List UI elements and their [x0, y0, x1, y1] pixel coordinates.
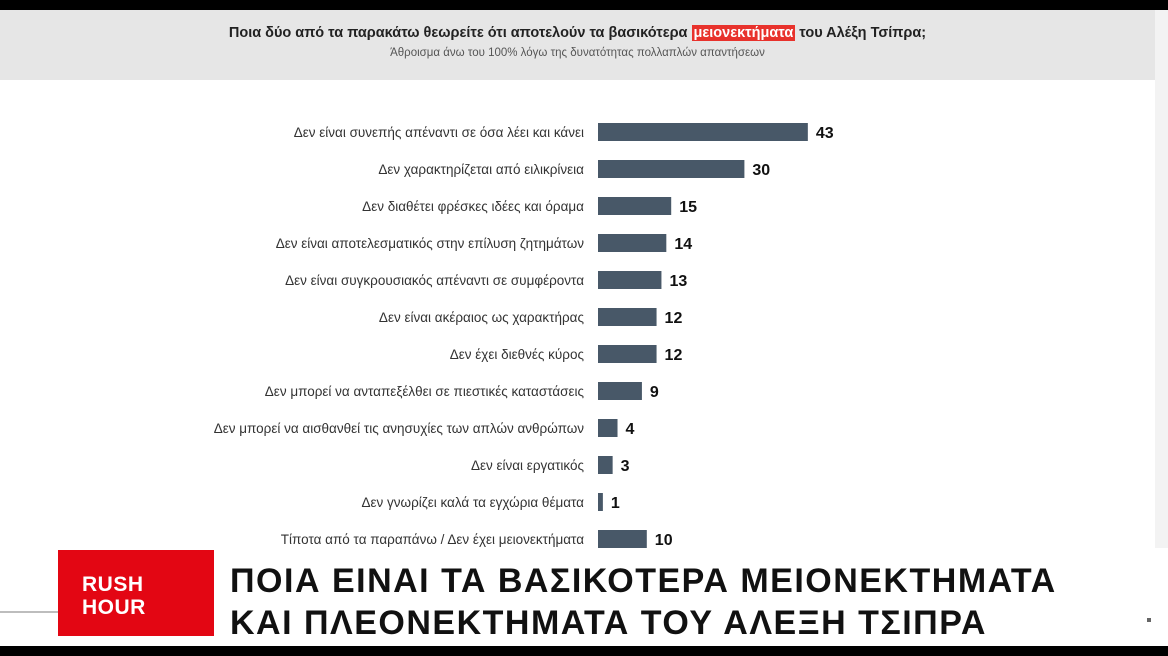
value-label: 15	[679, 199, 697, 216]
bar	[598, 456, 613, 474]
category-label: Δεν μπορεί να ανταπεξέλθει σε πιεστικές …	[265, 384, 585, 399]
category-label: Τίποτα από τα παραπάνω / Δεν έχει μειονε…	[281, 532, 584, 547]
category-label: Δεν χαρακτηρίζεται από ειλικρίνεια	[378, 162, 584, 177]
logo-text-rush: RUSH	[82, 573, 144, 596]
headline-line-1: ΠΟΙΑ ΕΙΝΑΙ ΤΑ ΒΑΣΙΚΟΤΕΡΑ ΜΕΙΟΝΕΚΤΗΜΑΤΑ	[230, 562, 1057, 600]
bar	[598, 345, 657, 363]
question-title-highlight: μειονεκτήματα	[691, 25, 796, 41]
category-label: Δεν διαθέτει φρέσκες ιδέες και όραμα	[362, 199, 584, 214]
value-label: 30	[752, 162, 770, 179]
value-label: 12	[665, 310, 683, 327]
logo-text-hour: HOUR	[82, 596, 146, 619]
question-subtitle: Άθροισμα άνω του 100% λόγω της δυνατότητ…	[390, 47, 765, 59]
category-label: Δεν είναι συνεπής απέναντι σε όσα λέει κ…	[294, 125, 584, 140]
lower-third: RUSH HOUR ΠΟΙΑ ΕΙΝΑΙ ΤΑ ΒΑΣΙΚΟΤΕΡΑ ΜΕΙΟΝ…	[0, 548, 1168, 646]
value-label: 43	[816, 125, 834, 142]
bar	[598, 234, 667, 252]
question-title: Ποια δύο από τα παρακάτω θεωρείτε ότι απ…	[0, 25, 1155, 41]
bar	[598, 271, 662, 289]
category-label: Δεν είναι συγκρουσιακός απέναντι σε συμφ…	[285, 273, 584, 288]
bar	[598, 382, 642, 400]
bar	[598, 160, 745, 178]
question-header: Ποια δύο από τα παρακάτω θεωρείτε ότι απ…	[0, 10, 1155, 80]
question-title-end: του Αλέξη Τσίπρα;	[795, 25, 927, 41]
value-label: 1	[611, 495, 620, 512]
value-label: 4	[626, 421, 635, 438]
value-label: 14	[674, 236, 692, 253]
category-label: Δεν είναι ακέραιος ως χαρακτήρας	[379, 310, 585, 325]
value-label: 10	[655, 532, 673, 549]
question-title-start: Ποια δύο από τα παρακάτω θεωρείτε ότι απ…	[228, 25, 692, 41]
bar	[598, 308, 657, 326]
category-label: Δεν γνωρίζει καλά τα εγχώρια θέματα	[362, 495, 585, 510]
category-label: Δεν έχει διεθνές κύρος	[450, 347, 585, 362]
right-edge-strip	[1155, 10, 1168, 646]
value-label: 13	[669, 273, 687, 290]
bar-chart: Δεν είναι συνεπής απέναντι σε όσα λέει κ…	[214, 123, 834, 549]
bar	[598, 123, 808, 141]
lower-third-rule	[0, 611, 58, 613]
bar	[598, 197, 672, 215]
corner-dot	[1147, 618, 1151, 622]
value-label: 3	[621, 458, 630, 475]
bar	[598, 419, 618, 437]
rush-hour-logo: RUSH HOUR	[58, 550, 214, 636]
value-label: 9	[650, 384, 659, 401]
broadcast-frame: Ποια δύο από τα παρακάτω θεωρείτε ότι απ…	[0, 10, 1168, 646]
category-label: Δεν είναι εργατικός	[471, 458, 585, 473]
headline-line-2: ΚΑΙ ΠΛΕΟΝΕΚΤΗΜΑΤΑ ΤΟΥ ΑΛΕΞΗ ΤΣΙΠΡΑ	[230, 604, 987, 642]
value-label: 12	[665, 347, 683, 364]
category-label: Δεν είναι αποτελεσματικός στην επίλυση ζ…	[276, 236, 585, 251]
bar	[598, 493, 603, 511]
category-label: Δεν μπορεί να αισθανθεί τις ανησυχίες τω…	[214, 421, 585, 436]
bar	[598, 530, 647, 548]
